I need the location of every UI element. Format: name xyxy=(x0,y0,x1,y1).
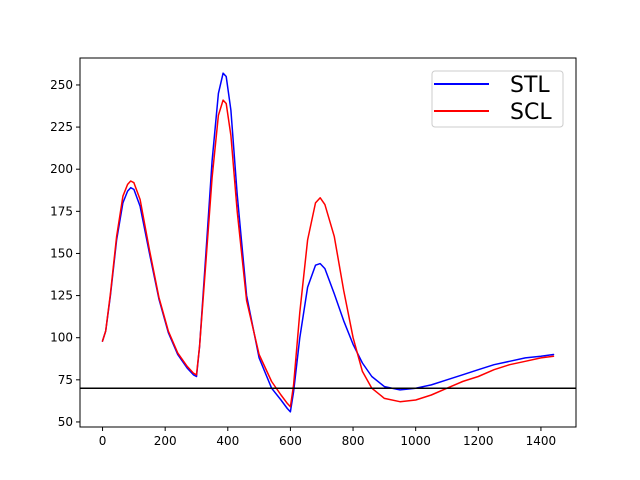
y-tick-label: 225 xyxy=(50,120,73,134)
y-tick-label: 75 xyxy=(58,373,73,387)
x-tick-label: 800 xyxy=(342,434,365,448)
legend-label-scl: SCL xyxy=(510,100,552,125)
y-tick-label: 125 xyxy=(50,289,73,303)
y-tick-label: 200 xyxy=(50,162,73,176)
y-tick-label: 250 xyxy=(50,78,73,92)
y-tick-label: 175 xyxy=(50,204,73,218)
x-tick-label: 1400 xyxy=(526,434,557,448)
legend-label-stl: STL xyxy=(510,73,550,98)
y-tick-label: 50 xyxy=(58,415,73,429)
x-tick-label: 1000 xyxy=(400,434,431,448)
y-axis: 50 75 100 125 150 175 200 225 250 xyxy=(50,78,80,429)
x-tick-label: 600 xyxy=(279,434,302,448)
y-tick-label: 150 xyxy=(50,246,73,260)
x-axis: 0 200 400 600 800 1000 1200 1400 xyxy=(99,427,556,448)
series-line-scl xyxy=(101,99,555,408)
y-tick-label: 100 xyxy=(50,331,73,345)
x-tick-label: 200 xyxy=(154,434,177,448)
x-tick-label: 1200 xyxy=(463,434,494,448)
x-tick-label: 0 xyxy=(99,434,107,448)
x-tick-label: 400 xyxy=(216,434,239,448)
plot-frame xyxy=(79,57,577,428)
